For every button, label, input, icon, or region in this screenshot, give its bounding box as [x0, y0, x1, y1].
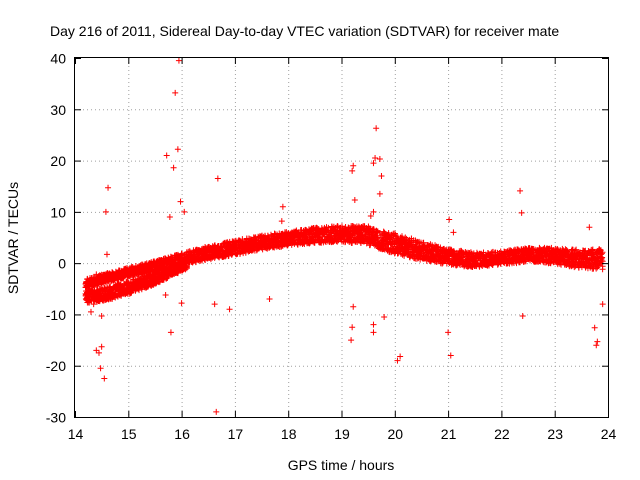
data-point [402, 234, 409, 241]
x-tick-label: 14 [68, 426, 84, 442]
x-axis-title: GPS time / hours [288, 457, 395, 473]
y-tick-label: -10 [46, 307, 66, 323]
x-tick-label: 17 [228, 426, 244, 442]
x-tick-label: 19 [334, 426, 350, 442]
y-axis-title: SDTVAR / TECUs [5, 182, 21, 294]
data-point [349, 239, 356, 246]
y-tick-label: 0 [58, 256, 66, 272]
data-point [392, 232, 399, 239]
x-tick-label: 21 [441, 426, 457, 442]
chart-title: Day 216 of 2011, Sidereal Day-to-day VTE… [50, 23, 559, 39]
y-tick-label: 40 [50, 51, 66, 67]
x-tick-label: 24 [601, 426, 617, 442]
y-tick-label: 20 [50, 153, 66, 169]
y-tick-label: 30 [50, 102, 66, 118]
y-tick-label: -20 [46, 358, 66, 374]
x-tick-label: 15 [121, 426, 137, 442]
x-tick-label: 18 [281, 426, 297, 442]
data-point [391, 230, 398, 237]
x-tick-label: 22 [494, 426, 510, 442]
data-point [359, 232, 366, 239]
data-point [354, 239, 361, 246]
data-bands [82, 223, 606, 306]
data-point [342, 223, 349, 230]
x-tick-label: 20 [388, 426, 404, 442]
data-point [374, 234, 381, 241]
y-tick-label: 10 [50, 204, 66, 220]
x-tick-label: 23 [547, 426, 563, 442]
band-series [82, 223, 606, 291]
y-tick-label: -30 [46, 410, 66, 426]
x-tick-label: 16 [174, 426, 190, 442]
